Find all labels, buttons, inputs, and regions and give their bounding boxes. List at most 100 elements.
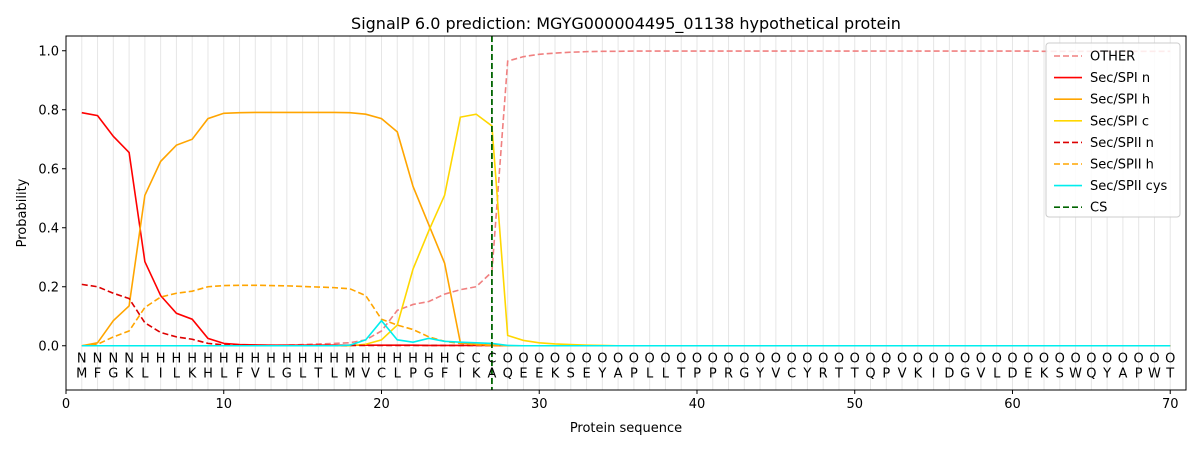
sequence-residue: D — [1007, 367, 1017, 382]
sequence-residue: E — [519, 367, 527, 382]
sequence-residue: Q — [1086, 367, 1096, 382]
sequence-residue: G — [282, 367, 292, 382]
region-label: O — [1086, 351, 1096, 366]
legend-label: Sec/SPII h — [1090, 158, 1154, 173]
region-label: O — [881, 351, 891, 366]
sequence-residue: Y — [1102, 367, 1111, 382]
region-label: H — [377, 351, 387, 366]
region-label: O — [928, 351, 938, 366]
y-axis-label: Probability — [15, 178, 30, 247]
sequence-residue: L — [299, 367, 307, 382]
sequence-residue: T — [313, 367, 322, 382]
x-tick-label: 40 — [689, 397, 706, 412]
sequence-residue: P — [709, 367, 717, 382]
region-label: O — [723, 351, 733, 366]
series-lines — [81, 50, 1171, 347]
region-label: H — [187, 351, 197, 366]
sequence-residue: W — [1069, 367, 1082, 382]
x-tick-label: 30 — [531, 397, 548, 412]
region-label: O — [692, 351, 702, 366]
sequence-residue: L — [331, 367, 339, 382]
region-label: O — [1102, 351, 1112, 366]
sequence-residue: T — [834, 367, 843, 382]
region-label: N — [108, 351, 118, 366]
y-tick-label: 0.2 — [38, 280, 59, 295]
series-line — [81, 284, 1171, 347]
sequence-residue: F — [94, 367, 101, 382]
sequence-residue: A — [1118, 367, 1127, 382]
sequence-residue: K — [188, 367, 197, 382]
sequence-residue: E — [582, 367, 590, 382]
sequence-residue: L — [993, 367, 1001, 382]
region-label: O — [1007, 351, 1017, 366]
region-label: O — [913, 351, 923, 366]
x-axis-ticks: 0 10 20 30 40 50 60 70 — [62, 390, 1179, 412]
region-label: O — [1165, 351, 1175, 366]
series-line — [81, 113, 1171, 347]
sequence-residue: V — [898, 367, 907, 382]
region-label: O — [613, 351, 623, 366]
region-label: O — [771, 351, 781, 366]
sequence-residue: A — [614, 367, 623, 382]
legend-label: Sec/SPII n — [1090, 136, 1154, 151]
region-label: H — [203, 351, 213, 366]
region-label: O — [550, 351, 560, 366]
sequence-residue: G — [960, 367, 970, 382]
sequence-residue: L — [662, 367, 670, 382]
region-label: C — [456, 351, 465, 366]
sequence-residue: G — [739, 367, 749, 382]
sequence-residue: I — [458, 367, 462, 382]
sequence-residue: M — [344, 367, 355, 382]
sequence-residue: H — [203, 367, 213, 382]
y-tick-label: 0.6 — [38, 162, 59, 177]
sequence-residue: S — [1056, 367, 1064, 382]
sequence-residue: K — [551, 367, 560, 382]
sequence-residue: V — [361, 367, 370, 382]
region-label: N — [124, 351, 134, 366]
region-label: O — [992, 351, 1002, 366]
region-label: O — [787, 351, 797, 366]
sequence-residue: A — [487, 367, 496, 382]
region-label: O — [1070, 351, 1080, 366]
region-label: H — [440, 351, 450, 366]
sequence-residue: L — [173, 367, 181, 382]
region-label: O — [897, 351, 907, 366]
sequence-residue: I — [159, 367, 163, 382]
sequence-residue: V — [251, 367, 260, 382]
sequence-residue: P — [1135, 367, 1143, 382]
sequence-residue: L — [220, 367, 228, 382]
region-label: O — [755, 351, 765, 366]
legend-label: OTHER — [1090, 50, 1135, 65]
sequence-residue: L — [646, 367, 654, 382]
series-line — [81, 283, 1171, 347]
region-label: H — [424, 351, 434, 366]
sequence-residue: S — [567, 367, 575, 382]
sequence-residue: R — [724, 367, 733, 382]
y-tick-label: 0.0 — [38, 339, 59, 354]
region-label: H — [266, 351, 276, 366]
sequence-residue: P — [409, 367, 417, 382]
region-label: H — [329, 351, 339, 366]
legend-label: Sec/SPI c — [1090, 114, 1149, 129]
y-tick-label: 0.8 — [38, 103, 59, 118]
region-label: C — [472, 351, 481, 366]
legend: OTHER Sec/SPI n Sec/SPI h Sec/SPI c Sec/SPII… — [1045, 42, 1181, 218]
region-label: O — [597, 351, 607, 366]
x-tick-label: 70 — [1162, 397, 1179, 412]
sequence-residue: W — [1148, 367, 1161, 382]
sequence-residue: K — [1040, 367, 1049, 382]
sequence-residue: T — [850, 367, 859, 382]
sequence-residue: L — [141, 367, 149, 382]
x-tick-label: 10 — [215, 397, 232, 412]
region-label: H — [235, 351, 245, 366]
x-tick-label: 0 — [62, 397, 70, 412]
region-label: O — [944, 351, 954, 366]
legend-label: CS — [1090, 201, 1107, 216]
sequence-residue: C — [377, 367, 386, 382]
sequence-residue: T — [676, 367, 685, 382]
region-label: H — [408, 351, 418, 366]
region-label: O — [676, 351, 686, 366]
plot-frame — [65, 35, 1187, 391]
sequence-residue: K — [125, 367, 134, 382]
sequence-residue: F — [236, 367, 243, 382]
